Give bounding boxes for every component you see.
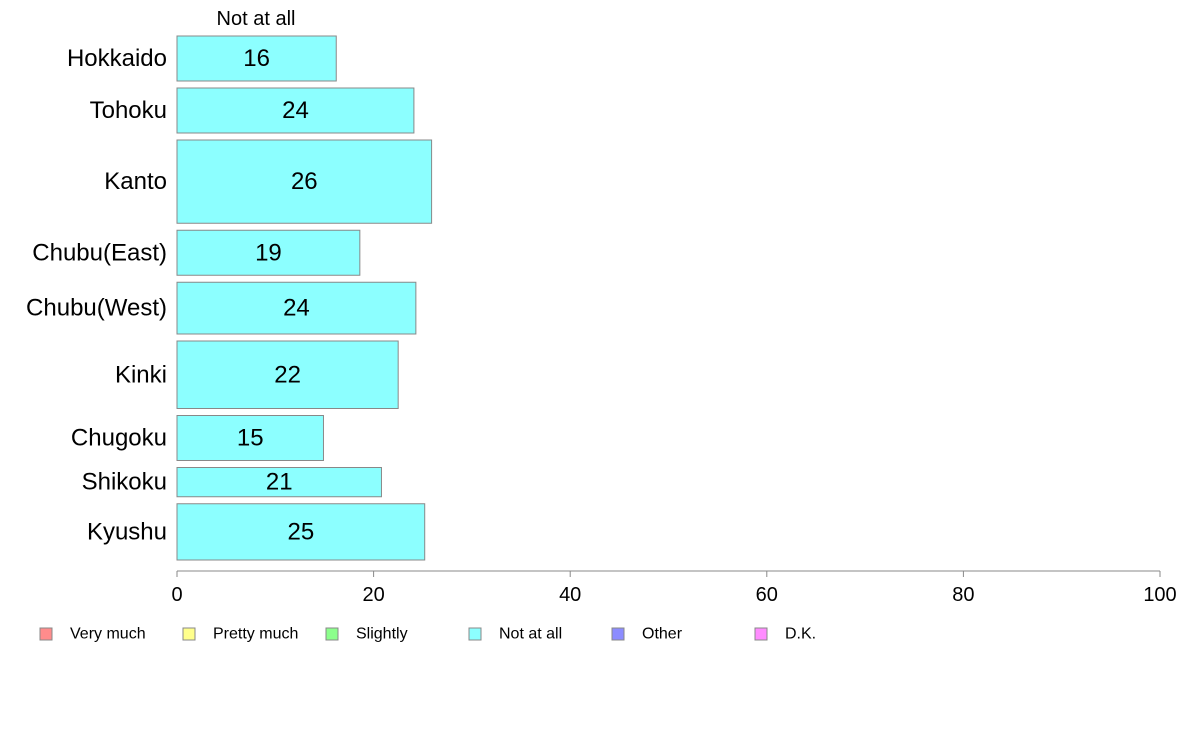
bar-value-label: 24: [282, 97, 309, 124]
legend-swatch: [325, 627, 339, 641]
category-label: Hokkaido: [67, 45, 167, 72]
bar-kyushu: [176, 503, 426, 561]
category-label: Kinki: [115, 361, 167, 388]
bar-tohoku: [176, 87, 415, 134]
category-label: Kanto: [104, 168, 167, 195]
bar-kanto: [176, 139, 433, 224]
category-label: Kyushu: [87, 518, 167, 545]
legend-label: Slightly: [356, 626, 408, 643]
legend-swatch: [468, 627, 482, 641]
x-tick-label: 80: [952, 584, 974, 606]
bar-value-label: 25: [288, 518, 315, 545]
bar-value-label: 24: [283, 295, 310, 322]
category-label: Chubu(East): [32, 239, 167, 266]
bar-value-label: 16: [243, 45, 270, 72]
legend: Very much Pretty much Slightly Not at all Ot…: [39, 626, 816, 643]
bar-chubu-west-: [176, 281, 417, 335]
legend-label: Other: [642, 626, 683, 643]
bar-value-label: 26: [291, 168, 318, 195]
legend-label: D.K.: [785, 626, 816, 643]
x-tick-label: 100: [1143, 584, 1176, 606]
x-tick-label: 20: [362, 584, 384, 606]
bars-group: [176, 35, 433, 561]
category-label: Tohoku: [90, 97, 167, 124]
bar-shikoku: [176, 467, 382, 498]
x-tick-label: 60: [756, 584, 778, 606]
legend-swatch: [39, 627, 53, 641]
x-tick-label: 40: [559, 584, 581, 606]
legend-label: Not at all: [499, 626, 562, 643]
bar-kinki: [176, 340, 399, 409]
legend-label: Pretty much: [213, 626, 298, 643]
segment-title: Not at all: [217, 8, 296, 30]
x-tick-label: 0: [171, 584, 182, 606]
bar-value-label: 15: [237, 425, 264, 452]
x-axis: 0 20 40 60 80 100: [171, 570, 1177, 606]
bar-chubu-east-: [176, 229, 361, 276]
legend-swatch: [754, 627, 768, 641]
category-label: Chubu(West): [26, 295, 167, 322]
bar-hokkaido: [176, 35, 337, 82]
legend-label: Very much: [70, 626, 146, 643]
category-label: Chugoku: [71, 425, 167, 452]
bar-value-label: 22: [274, 361, 301, 388]
legend-swatch: [611, 627, 625, 641]
category-label: Shikoku: [82, 469, 167, 496]
bar-value-label: 19: [255, 239, 282, 266]
bar-value-label: 21: [266, 469, 293, 496]
legend-swatch: [182, 627, 196, 641]
bar-chugoku: [176, 415, 324, 461]
category-labels: Hokkaido Tohoku Kanto Chubu(East) Chubu(West…: [26, 45, 167, 545]
